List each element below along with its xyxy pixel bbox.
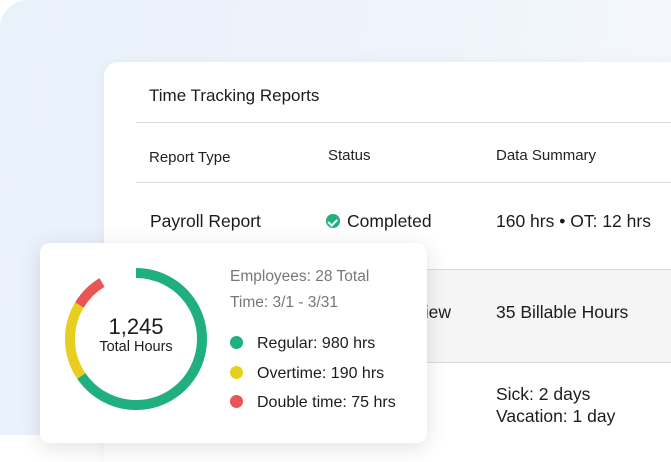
legend-dot-double-time: [230, 395, 243, 408]
status-text: Completed: [347, 211, 432, 231]
employees-count: Employees: 28 Total: [230, 268, 370, 285]
arc-regular: [77, 268, 207, 410]
check-circle-icon: [326, 214, 340, 228]
legend-label: Regular: 980 hrs: [257, 335, 376, 352]
legend-double-time: Double time: 75 hrs: [230, 394, 396, 412]
total-hours-label: Total Hours: [99, 339, 173, 355]
legend-overtime: Overtime: 190 hrs: [230, 365, 384, 383]
arc-overtime: [65, 302, 86, 379]
donut-center: 1,245 Total Hours: [60, 314, 212, 356]
legend-dot-overtime: [230, 366, 243, 379]
table-title: Time Tracking Reports: [149, 86, 320, 105]
status-badge: Completed: [326, 210, 432, 232]
report-type: Payroll Report: [150, 211, 261, 231]
header-status: Status: [328, 147, 371, 164]
header-report-type: Report Type: [149, 149, 231, 166]
hours-donut-chart: [65, 268, 207, 410]
total-hours-value: 1,245: [108, 314, 164, 339]
legend-label: Overtime: 190 hrs: [257, 365, 385, 382]
hours-summary-card: 1,245 Total Hours Employees: 28 Total Ti…: [40, 243, 427, 443]
data-summary: 35 Billable Hours: [496, 302, 629, 322]
divider: [136, 122, 671, 123]
header-data-summary: Data Summary: [496, 147, 597, 164]
time-range: Time: 3/1 - 3/31: [230, 294, 338, 311]
arc-double-time: [75, 278, 105, 308]
legend-regular: Regular: 980 hrs: [230, 335, 375, 353]
legend-dot-regular: [230, 336, 243, 349]
data-summary-vacation: Vacation: 1 day: [496, 406, 616, 426]
data-summary-sick: Sick: 2 days: [496, 384, 591, 404]
legend-label: Double time: 75 hrs: [257, 394, 396, 411]
data-summary: 160 hrs • OT: 12 hrs: [496, 211, 651, 231]
divider: [136, 182, 671, 183]
